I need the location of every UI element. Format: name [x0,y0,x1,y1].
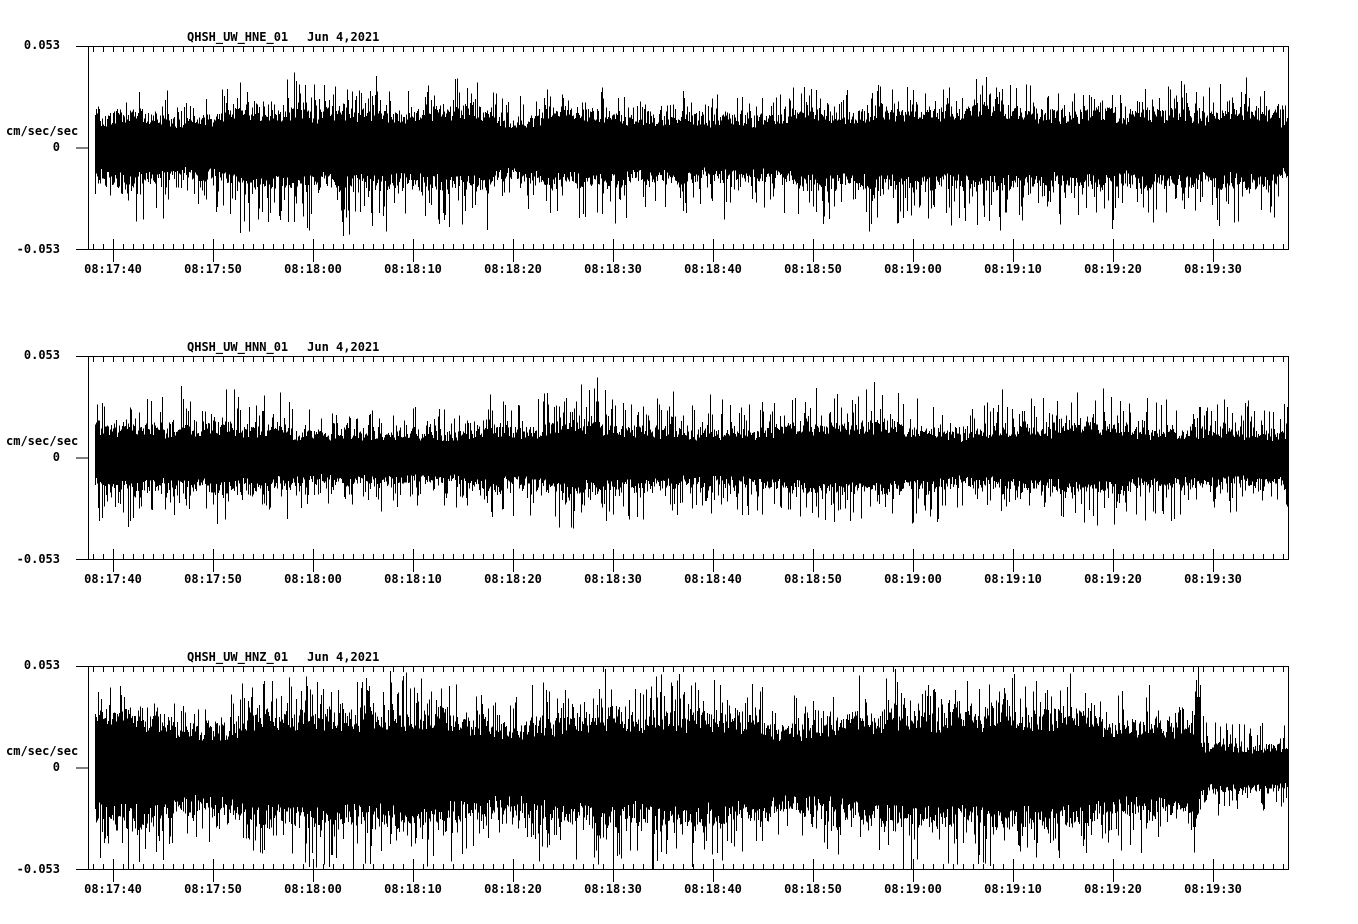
y-axis-unit-label: cm/sec/sec [6,744,79,758]
seismogram-panel-hnz: QHSH_UW_HNZ_01 Jun 4,2021 0.053 cm/sec/se… [0,651,1358,924]
x-tick-label: 08:18:00 [284,572,342,586]
y-tick-label-max: 0.053 [23,38,60,52]
x-tick-label: 08:18:20 [484,572,542,586]
x-tick-label: 08:19:20 [1084,572,1142,586]
y-axis-unit-label: cm/sec/sec [6,124,79,138]
waveform-plot [76,666,1289,882]
y-tick-label-max: 0.053 [23,658,60,672]
y-tick-label-min: -0.053 [16,862,60,876]
x-tick-label: 08:18:10 [384,572,442,586]
x-tick-label: 08:18:20 [484,262,542,276]
plot-frame [88,666,1289,870]
channel-name: QHSH_UW_HNN_01 [187,340,289,354]
x-tick-label: 08:19:10 [984,262,1042,276]
y-tick-label-zero: 0 [52,140,60,154]
x-tick-label: 08:18:30 [584,262,642,276]
waveform-trace [95,72,1288,237]
x-tick-label: 08:18:40 [684,262,742,276]
x-tick-label: 08:18:40 [684,572,742,586]
channel-name: QHSH_UW_HNZ_01 [187,650,289,664]
y-tick-label-zero: 0 [52,760,60,774]
x-tick-label: 08:18:30 [584,572,642,586]
x-tick-label: 08:17:50 [184,262,242,276]
x-tick-label: 08:18:20 [484,882,542,896]
axis-ticks [76,46,1284,262]
x-tick-label: 08:18:10 [384,262,442,276]
waveform-plot [76,356,1289,572]
x-tick-label: 08:18:00 [284,882,342,896]
waveform-trace [95,377,1288,529]
panel-title: QHSH_UW_HNZ_01 Jun 4,2021 [187,651,379,664]
waveform-trace [95,667,1288,869]
x-tick-label: 08:19:20 [1084,882,1142,896]
y-axis-unit-label: cm/sec/sec [6,434,79,448]
x-tick-label: 08:17:50 [184,572,242,586]
axis-ticks [76,356,1284,572]
x-tick-label: 08:18:50 [784,262,842,276]
x-tick-label: 08:19:30 [1184,262,1242,276]
x-tick-label: 08:17:50 [184,882,242,896]
plot-frame [88,356,1289,560]
x-tick-label: 08:18:50 [784,572,842,586]
x-tick-label: 08:17:40 [84,882,142,896]
date-label: Jun 4,2021 [307,650,380,664]
x-tick-label: 08:18:30 [584,882,642,896]
x-tick-label: 08:19:00 [884,262,942,276]
x-tick-label: 08:18:50 [784,882,842,896]
x-tick-label: 08:17:40 [84,572,142,586]
x-tick-label: 08:19:10 [984,882,1042,896]
panel-title: QHSH_UW_HNN_01 Jun 4,2021 [187,341,379,354]
y-tick-label-min: -0.053 [16,552,60,566]
seismogram-panel-hne: QHSH_UW_HNE_01 Jun 4,2021 0.053 cm/sec/se… [0,31,1358,346]
y-tick-label-min: -0.053 [16,242,60,256]
x-tick-label: 08:19:30 [1184,882,1242,896]
channel-name: QHSH_UW_HNE_01 [187,30,289,44]
x-tick-label: 08:18:10 [384,882,442,896]
y-tick-label-max: 0.053 [23,348,60,362]
x-tick-label: 08:19:10 [984,572,1042,586]
x-tick-label: 08:18:00 [284,262,342,276]
axis-ticks [76,666,1284,882]
panel-title: QHSH_UW_HNE_01 Jun 4,2021 [187,31,379,44]
x-tick-label: 08:19:00 [884,572,942,586]
plot-frame [88,46,1289,250]
y-tick-label-zero: 0 [52,450,60,464]
x-tick-label: 08:19:30 [1184,572,1242,586]
date-label: Jun 4,2021 [307,30,380,44]
x-tick-label: 08:19:00 [884,882,942,896]
x-tick-label: 08:17:40 [84,262,142,276]
x-tick-label: 08:19:20 [1084,262,1142,276]
date-label: Jun 4,2021 [307,340,380,354]
x-tick-label: 08:18:40 [684,882,742,896]
seismogram-panel-hnn: QHSH_UW_HNN_01 Jun 4,2021 0.053 cm/sec/se… [0,341,1358,656]
waveform-plot [76,46,1289,262]
